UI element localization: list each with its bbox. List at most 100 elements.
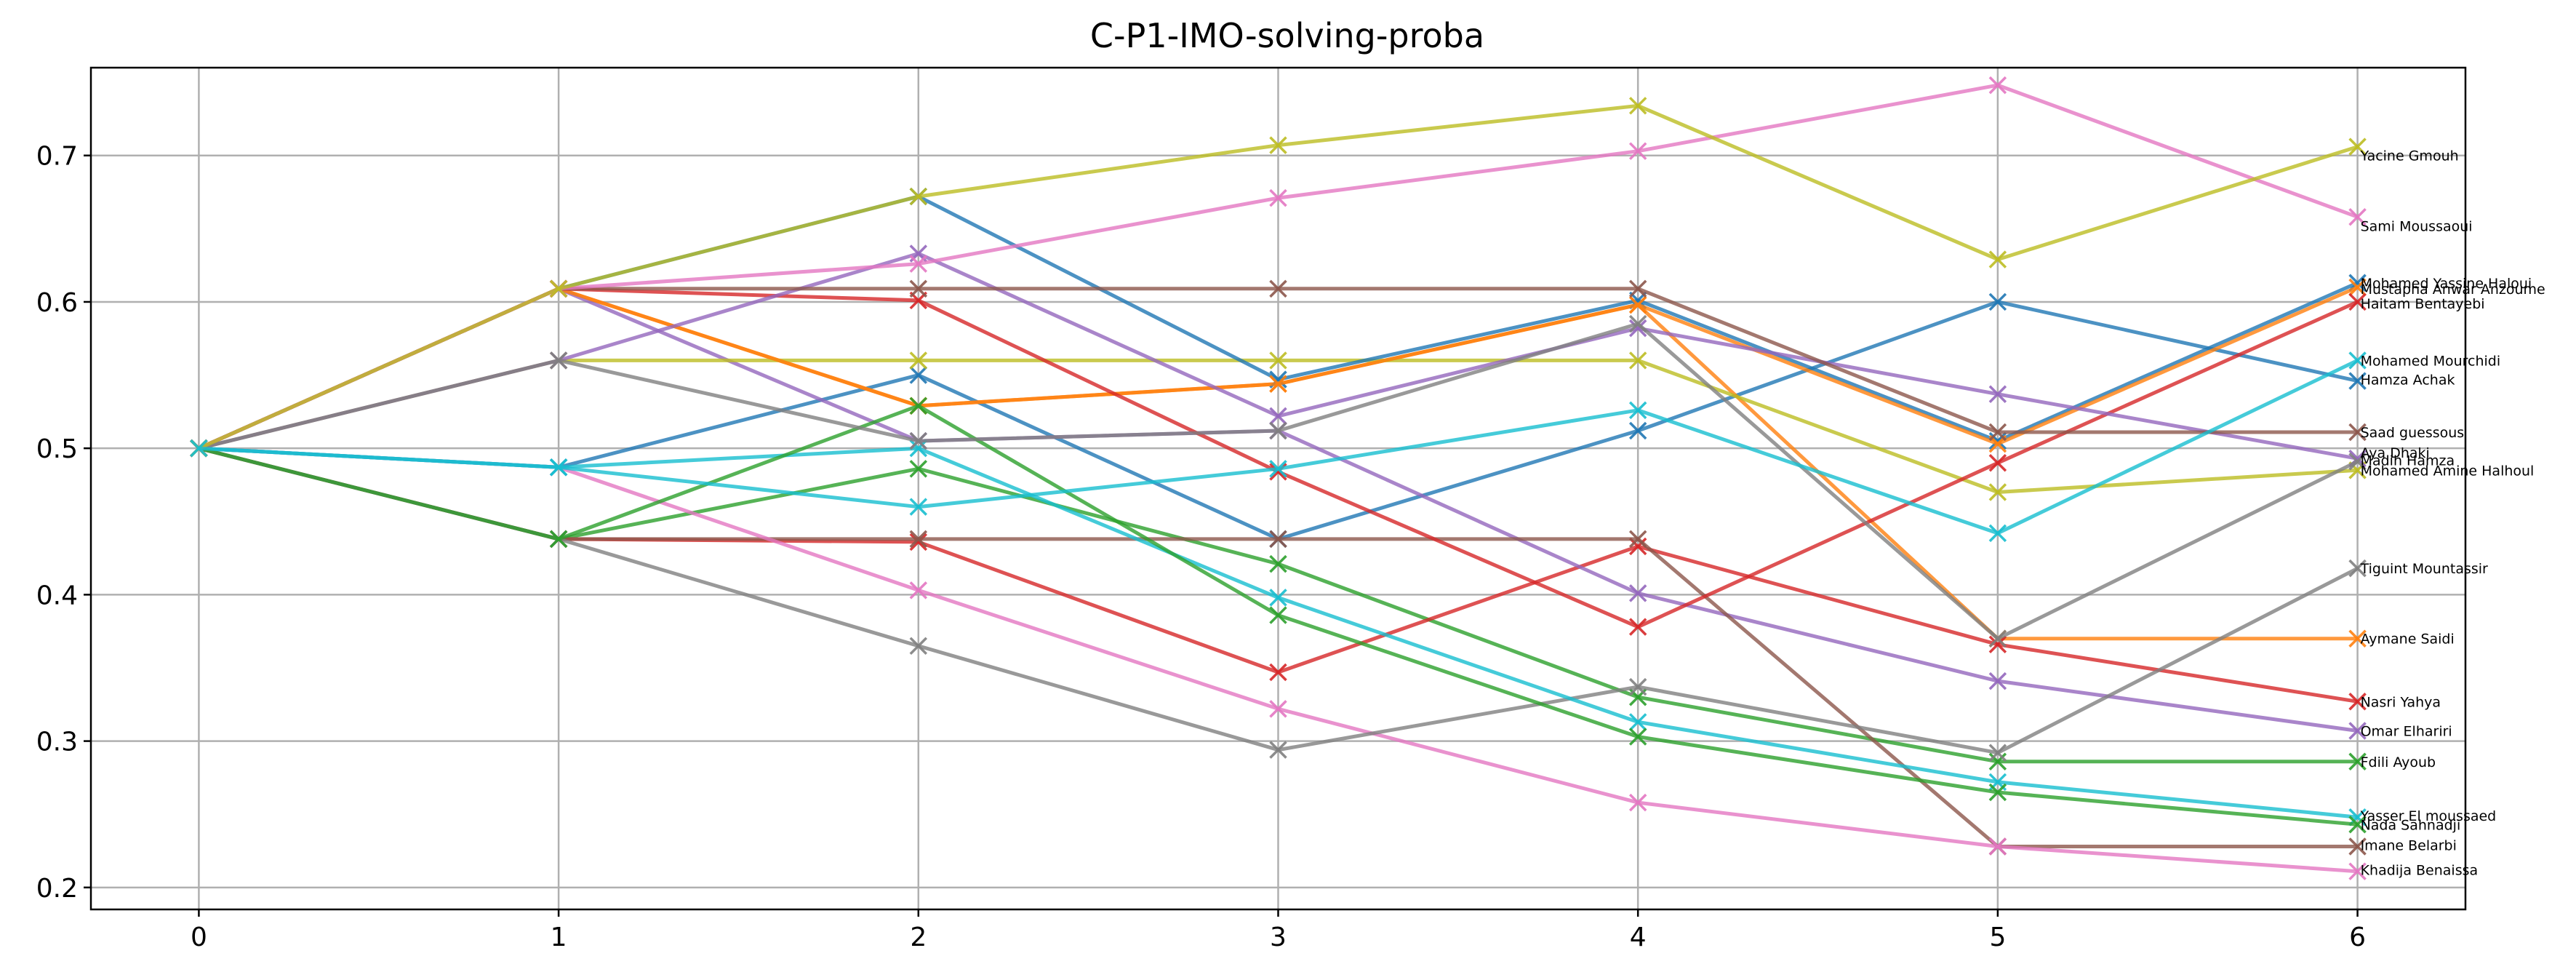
data-point <box>1269 554 1287 573</box>
data-point-stroke <box>1628 618 1647 636</box>
data-point-stroke <box>1628 97 1647 115</box>
data-point <box>909 431 928 450</box>
data-point <box>1269 460 1287 478</box>
data-point <box>2348 351 2367 370</box>
data-point-stroke <box>2348 722 2367 740</box>
data-point-stroke <box>1988 454 2007 472</box>
data-point <box>1628 295 1647 314</box>
data-point-stroke <box>1628 728 1647 746</box>
series-end-label: Fdili Ayoub <box>2361 754 2436 770</box>
data-point-stroke <box>2348 423 2367 442</box>
data-point-stroke <box>1628 421 1647 440</box>
data-point <box>1628 618 1647 636</box>
data-point-stroke <box>2348 351 2367 370</box>
data-point <box>1988 783 2007 802</box>
data-point <box>1269 136 1287 154</box>
series-end-label: Mohamed Yassine Haloui <box>2361 276 2532 292</box>
data-point <box>1988 431 2007 450</box>
data-point <box>1269 606 1287 624</box>
x-tick-label: 0 <box>191 923 207 952</box>
x-tick-label: 5 <box>1989 923 2006 952</box>
data-point <box>909 279 928 298</box>
data-point-stroke <box>909 637 928 656</box>
data-point-stroke <box>2348 372 2367 390</box>
series-end-label: Omar Elhariri <box>2361 724 2452 740</box>
series-end-label: Imane Belarbi <box>2361 837 2457 853</box>
series-end-label: Nada Sahnadji <box>2361 817 2461 833</box>
data-point <box>1628 401 1647 420</box>
data-point-stroke <box>2348 816 2367 834</box>
series-end-label: Hamza Achak <box>2361 373 2455 389</box>
series-end-label: Mohamed Mourchidi <box>2361 353 2501 369</box>
data-point <box>1988 385 2007 403</box>
data-point-stroke <box>1988 629 2007 648</box>
data-point-stroke <box>909 397 928 415</box>
data-point-stroke <box>2348 693 2367 711</box>
data-point-stroke <box>549 530 568 549</box>
data-point <box>549 458 568 477</box>
data-point <box>1628 537 1647 556</box>
data-point <box>909 460 928 478</box>
data-point-stroke <box>1628 351 1647 370</box>
data-point-stroke <box>1269 421 1287 440</box>
data-point-stroke <box>1628 295 1647 314</box>
data-point <box>1988 752 2007 771</box>
data-point-stroke <box>1988 524 2007 543</box>
data-point <box>2348 138 2367 156</box>
data-point-stroke <box>1269 663 1287 682</box>
data-point-stroke <box>1988 250 2007 268</box>
data-point-stroke <box>909 255 928 273</box>
data-point <box>1988 250 2007 268</box>
series-end-label: Aymane Saidi <box>2361 632 2455 648</box>
data-point <box>909 637 928 656</box>
series-end-label: Mohamed Amine Halhoul <box>2361 463 2535 479</box>
data-point-stroke <box>1628 537 1647 556</box>
data-point-stroke <box>1628 584 1647 602</box>
data-point-stroke <box>1628 314 1647 333</box>
data-point-stroke <box>909 439 928 458</box>
data-point-stroke <box>1628 530 1647 549</box>
data-point-stroke <box>1269 279 1287 298</box>
data-point-stroke <box>2348 292 2367 311</box>
data-point <box>909 351 928 370</box>
data-point-stroke <box>1988 483 2007 501</box>
data-point <box>1628 530 1647 549</box>
data-point-stroke <box>1988 752 2007 771</box>
data-point <box>1988 744 2007 762</box>
data-point <box>1988 524 2007 543</box>
data-point <box>549 530 568 549</box>
data-point <box>1269 375 1287 393</box>
data-point <box>2348 722 2367 740</box>
y-tick-label: 0.5 <box>36 434 78 464</box>
data-point-stroke <box>1628 401 1647 420</box>
data-point-stroke <box>549 351 568 370</box>
data-point-stroke <box>549 458 568 477</box>
data-point-stroke <box>1988 423 2007 442</box>
data-point <box>909 366 928 384</box>
data-point <box>2348 208 2367 226</box>
data-point-stroke <box>2348 208 2367 226</box>
series-end-label: Khadija Benaissa <box>2361 863 2479 879</box>
data-point <box>909 533 928 551</box>
data-point-stroke <box>2348 752 2367 771</box>
series-end-label: Aya Dhaki <box>2361 445 2430 461</box>
data-point-stroke <box>1988 76 2007 95</box>
data-point <box>1628 279 1647 298</box>
data-point <box>1269 530 1287 549</box>
data-point-stroke <box>1269 460 1287 478</box>
data-point <box>1628 142 1647 160</box>
data-point-stroke <box>909 460 928 478</box>
series-end-label: Haitam Bentayebi <box>2361 296 2485 312</box>
data-point-stroke <box>1628 677 1647 696</box>
data-point <box>1988 629 2007 648</box>
data-point <box>1269 351 1287 370</box>
data-point-stroke <box>1269 589 1287 607</box>
data-point <box>1988 423 2007 442</box>
data-point <box>1628 319 1647 338</box>
data-point <box>2348 629 2367 648</box>
data-point <box>1269 421 1287 440</box>
data-point-stroke <box>1269 741 1287 759</box>
data-point-stroke <box>2348 559 2367 578</box>
data-point <box>549 351 568 370</box>
data-point-stroke <box>1628 279 1647 298</box>
